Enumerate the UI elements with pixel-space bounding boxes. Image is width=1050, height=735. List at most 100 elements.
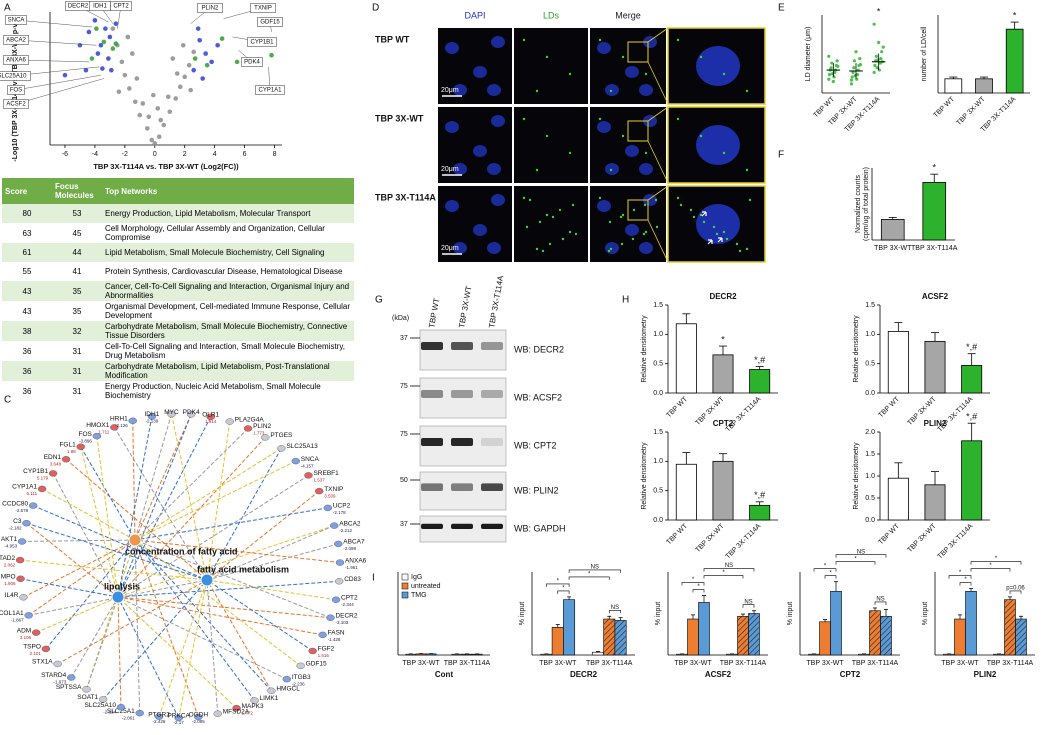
lipid-droplet [551,215,555,219]
node-label: AKT1 [1,536,18,543]
legend-swatch [401,591,409,599]
y-axis-label: LD diameter (μm) [805,27,812,82]
edge [86,539,136,690]
table-row: 36 31 Energy Production, Nucleic Acid Meta… [2,381,354,401]
point-label: DECR2 [68,4,89,10]
marker-label: 75 [400,383,408,390]
lipid-droplet [642,232,646,236]
point-label: TXNIP [254,6,272,12]
nucleus [487,163,501,175]
leader-line [15,39,97,46]
y-tick-label: 0.5 [653,361,663,368]
nucleus [487,84,501,96]
y-tick-label: 1.5 [865,451,875,458]
node [206,413,215,421]
table-cell: 53 [52,204,102,223]
lipid-droplet [545,134,549,138]
node-value: 3.106 [20,635,32,640]
edge [26,522,119,598]
edge [26,522,208,581]
node-label: SPTSSA [56,684,82,691]
edge [86,596,119,690]
edge [117,416,212,598]
band [451,438,473,446]
nucleus [445,200,459,212]
row-label: TBP 3X-T114A [375,192,436,202]
significance: * [989,563,992,569]
node [19,594,28,601]
significance: * [964,577,967,583]
band [451,483,473,491]
point [879,56,883,61]
node-label: ANXA6 [345,557,367,564]
node [315,487,324,495]
edge [134,539,301,667]
band [481,342,503,350]
band [451,390,473,398]
zoom-box [627,120,649,142]
bar [819,621,831,656]
hatch [880,616,892,655]
chart-title: CPT2 [713,419,734,428]
node-value: -2.236 [292,681,305,686]
table-body: 80 53 Energy Production, Lipid Metabolism,… [2,204,354,401]
node [16,575,25,582]
header-cell: Top Networks [102,178,354,204]
bracket [948,575,972,579]
unit-label: (kDa) [392,315,409,322]
x-tick-label: -4 [92,151,98,158]
node [37,485,47,493]
node-label: SLC25A1 [107,708,135,715]
label-box [110,1,132,11]
bar [425,653,437,656]
legend-swatch [401,582,409,590]
node [267,687,276,694]
bar [675,323,697,394]
label-box [255,85,285,95]
node-label: MYC [164,409,179,416]
point [830,61,834,65]
node-value: 2.101 [30,651,42,656]
node-value: 6.111 [27,491,38,496]
point-label: CYP1A1 [258,88,282,94]
point [234,59,240,65]
edge [117,474,309,598]
point-label: PDK4 [244,60,260,66]
bracket [970,568,1011,572]
point [103,26,108,31]
bracket [1009,590,1022,594]
point [144,126,150,131]
y-tick-label: 1.0 [865,331,875,338]
y-tick-label: 0.5 [865,495,875,502]
x-tick-label: TBP 3X-T114A [725,523,763,561]
edge [117,525,335,598]
node-value: -1.973 [53,680,66,685]
point [173,96,179,101]
x-tick-label: TBP 3X-WT [674,660,712,667]
point-label: ACSF2 [6,102,26,108]
significance: * [692,577,695,583]
panel-label: I [372,573,375,584]
bracket [824,575,837,579]
significance: * [824,563,827,569]
nucleus [696,204,740,244]
y-tick-label: 0.5 [653,488,663,495]
point [195,26,201,31]
channel-label: Merge [615,10,641,20]
nucleus [453,242,467,254]
y-axis-label: Normalized counts [855,175,862,233]
point [219,36,225,41]
bar [887,330,909,394]
lipid-droplet [535,89,539,93]
panel-label: H [622,295,629,306]
lane-label: TBP 3X-T114A [487,274,505,328]
x-tick-label: TBP 3X-T114A [987,660,1034,667]
point [180,42,186,48]
node [335,559,345,566]
node-label: STX1A [32,659,53,666]
edge [206,579,272,692]
x-tick-label: TBP WT [665,395,689,419]
lipid-droplet [632,208,636,212]
edge [70,596,119,678]
